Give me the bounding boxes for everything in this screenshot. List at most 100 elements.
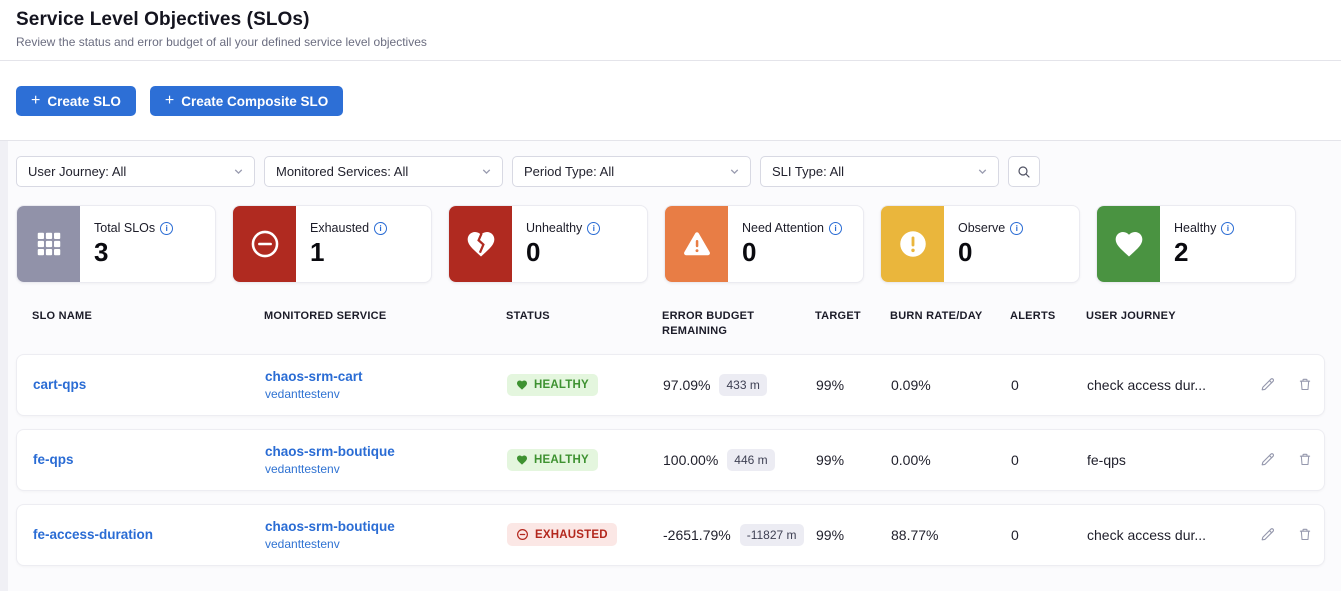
edit-button[interactable]	[1259, 451, 1276, 468]
info-icon[interactable]	[160, 221, 174, 235]
pencil-icon	[1259, 451, 1276, 468]
slo-name-link[interactable]: cart-qps	[33, 376, 87, 392]
create-composite-slo-label: Create Composite SLO	[181, 93, 329, 109]
user-journey-filter-value: User Journey: All	[28, 164, 127, 179]
status-badge: HEALTHY	[507, 448, 598, 471]
heart-icon	[1097, 206, 1160, 282]
chevron-down-icon	[232, 165, 245, 178]
status-label: HEALTHY	[534, 453, 589, 466]
heart-icon	[516, 379, 528, 391]
info-icon[interactable]	[587, 221, 601, 235]
target-value: 99%	[816, 526, 845, 543]
error-budget-minutes-badge: 433 m	[719, 373, 767, 396]
error-budget-minutes-badge: -11827 m	[739, 523, 804, 546]
col-status: Status	[506, 310, 550, 322]
table-row[interactable]: fe-access-duration chaos-srm-boutique ve…	[16, 503, 1325, 566]
burn-rate-value: 0.00%	[891, 451, 931, 468]
search-button[interactable]	[1008, 156, 1040, 187]
status-label: HEALTHY	[534, 378, 589, 391]
stat-card-exhausted[interactable]: Exhausted 1	[232, 205, 432, 283]
info-icon[interactable]	[1221, 221, 1235, 235]
heart-icon	[516, 454, 528, 466]
burn-rate-value: 88.77%	[891, 526, 939, 543]
filter-bar: User Journey: All Monitored Services: Al…	[0, 141, 1341, 187]
sli-type-filter[interactable]: SLI Type: All	[760, 156, 999, 187]
stat-value: 0	[958, 237, 973, 267]
error-budget-percent: -2651.79%	[663, 526, 731, 543]
circle-minus-icon	[233, 206, 296, 282]
stat-value: 2	[1174, 237, 1189, 267]
stat-card-total-slos[interactable]: Total SLOs 3	[16, 205, 216, 283]
toolbar: + Create SLO + Create Composite SLO	[0, 61, 1341, 141]
stat-card-healthy[interactable]: Healthy 2	[1096, 205, 1296, 283]
stat-value: 0	[742, 237, 757, 267]
status-badge: HEALTHY	[507, 373, 598, 396]
slo-list-section: User Journey: All Monitored Services: Al…	[0, 141, 1341, 591]
chevron-down-icon	[480, 165, 493, 178]
col-alerts: Alerts	[1010, 310, 1056, 322]
target-value: 99%	[816, 451, 845, 468]
col-burn-rate: Burn Rate/Day	[890, 310, 983, 322]
user-journey-filter[interactable]: User Journey: All	[16, 156, 255, 187]
period-type-filter[interactable]: Period Type: All	[512, 156, 751, 187]
status-badge: EXHAUSTED	[507, 523, 617, 547]
page-title: Service Level Objectives (SLOs)	[16, 9, 310, 30]
target-value: 99%	[816, 376, 845, 393]
burn-rate-value: 0.09%	[891, 376, 931, 393]
error-budget-percent: 100.00%	[663, 451, 719, 468]
stat-card-need-attention[interactable]: Need Attention 0	[664, 205, 864, 283]
warning-triangle-icon	[665, 206, 728, 282]
monitored-service-link[interactable]: chaos-srm-boutique	[265, 443, 395, 459]
edit-button[interactable]	[1259, 376, 1276, 393]
create-slo-button[interactable]: + Create SLO	[16, 86, 136, 116]
delete-button[interactable]	[1297, 451, 1313, 468]
circle-minus-icon	[516, 528, 529, 541]
col-target: Target	[815, 310, 861, 322]
table-header: SLO Name Monitored Service Status Error …	[0, 283, 1341, 339]
slo-name-link[interactable]: fe-qps	[33, 451, 74, 467]
edit-button[interactable]	[1259, 526, 1276, 543]
info-icon[interactable]	[374, 221, 388, 235]
status-label: EXHAUSTED	[535, 528, 608, 541]
slo-table-body: cart-qps chaos-srm-cart vedanttestenv HE…	[0, 353, 1341, 566]
stat-card-unhealthy[interactable]: Unhealthy 0	[448, 205, 648, 283]
error-budget-percent: 97.09%	[663, 376, 711, 393]
search-icon	[1016, 164, 1032, 180]
delete-button[interactable]	[1297, 376, 1313, 393]
create-composite-slo-button[interactable]: + Create Composite SLO	[149, 86, 344, 116]
stat-card-observe[interactable]: Observe 0	[880, 205, 1080, 283]
trash-icon	[1297, 451, 1313, 468]
info-icon[interactable]	[829, 221, 843, 235]
pencil-icon	[1259, 376, 1276, 393]
table-row[interactable]: fe-qps chaos-srm-boutique vedanttestenv …	[16, 428, 1325, 491]
error-budget-minutes-badge: 446 m	[727, 448, 775, 471]
stat-label: Observe	[958, 221, 1006, 235]
col-monitored-service: Monitored Service	[264, 310, 387, 322]
monitored-services-filter[interactable]: Monitored Services: All	[264, 156, 503, 187]
monitored-services-filter-value: Monitored Services: All	[276, 164, 409, 179]
alerts-count: 0	[1011, 451, 1019, 468]
info-icon[interactable]	[1010, 221, 1024, 235]
alerts-count: 0	[1011, 526, 1019, 543]
page-subtitle: Review the status and error budget of al…	[16, 35, 427, 49]
delete-button[interactable]	[1297, 526, 1313, 543]
col-slo-name: SLO Name	[32, 310, 93, 322]
slo-name-link[interactable]: fe-access-duration	[33, 526, 154, 542]
environment-label: vedanttestenv	[265, 461, 340, 476]
user-journey-value: fe-qps	[1087, 451, 1126, 468]
table-row[interactable]: cart-qps chaos-srm-cart vedanttestenv HE…	[16, 353, 1325, 416]
environment-label: vedanttestenv	[265, 536, 340, 551]
monitored-service-link[interactable]: chaos-srm-boutique	[265, 518, 395, 534]
environment-label: vedanttestenv	[265, 386, 340, 401]
stat-label: Exhausted	[310, 221, 370, 235]
user-journey-value: check access dur...	[1087, 376, 1207, 393]
alerts-count: 0	[1011, 376, 1019, 393]
stat-value: 0	[526, 237, 541, 267]
stat-value: 1	[310, 237, 325, 267]
monitored-service-link[interactable]: chaos-srm-cart	[265, 368, 363, 384]
grid-icon	[17, 206, 80, 282]
col-error-budget-remaining: Error Budget Remaining	[662, 310, 755, 337]
create-slo-label: Create SLO	[47, 93, 121, 109]
pencil-icon	[1259, 526, 1276, 543]
chevron-down-icon	[728, 165, 741, 178]
